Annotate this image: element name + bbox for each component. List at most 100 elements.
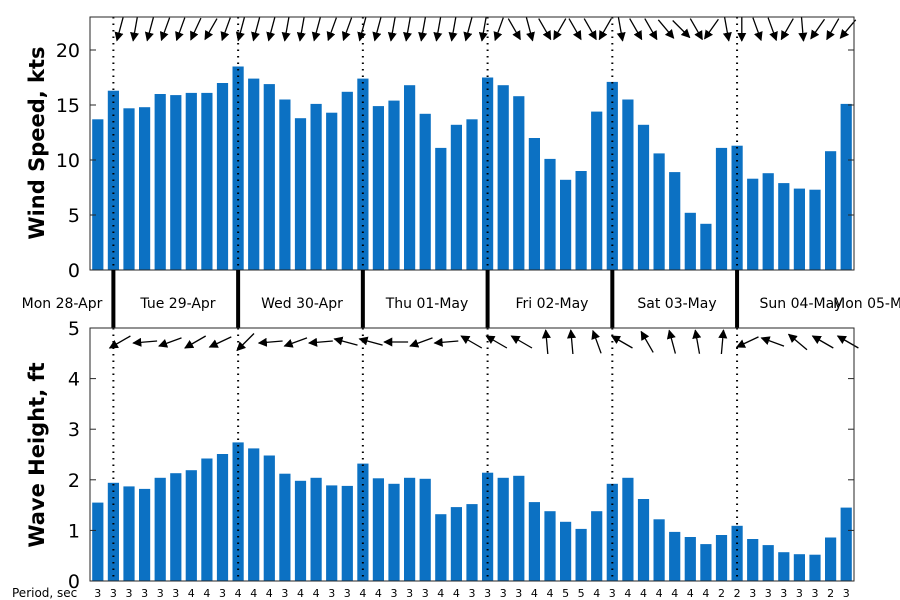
bar xyxy=(466,504,478,581)
period-value: 4 xyxy=(297,587,304,600)
direction-arrow xyxy=(704,18,719,40)
bar xyxy=(326,112,338,270)
wind-bars xyxy=(92,66,852,271)
wind-axes-box xyxy=(89,16,855,271)
direction-arrow xyxy=(538,18,552,41)
bar xyxy=(419,478,431,581)
bar xyxy=(840,507,852,581)
period-value: 5 xyxy=(562,587,569,600)
y-tick-label: 20 xyxy=(56,40,80,62)
bar xyxy=(778,552,790,581)
direction-arrow xyxy=(387,17,397,42)
period-value: 3 xyxy=(141,587,148,600)
y-tick-label: 4 xyxy=(68,369,80,391)
period-value: 3 xyxy=(328,587,335,600)
period-value: 3 xyxy=(515,587,522,600)
wave-direction-arrows xyxy=(108,329,859,355)
direction-arrow xyxy=(333,336,358,346)
bar xyxy=(715,147,728,270)
day-separators xyxy=(111,270,740,328)
bar xyxy=(263,84,275,270)
direction-arrow xyxy=(220,17,231,42)
bar xyxy=(185,92,197,271)
wind-direction-arrows xyxy=(114,16,857,42)
period-value: 3 xyxy=(843,587,850,600)
bar xyxy=(684,212,696,270)
direction-arrow xyxy=(591,329,602,354)
period-value: 2 xyxy=(718,587,725,600)
bar xyxy=(170,95,182,270)
direction-arrow xyxy=(640,330,654,353)
wind-y-ticks: 0 5 10 15 20 xyxy=(56,40,854,282)
bar xyxy=(700,223,712,270)
direction-arrow xyxy=(358,336,383,346)
bar xyxy=(575,171,587,270)
direction-arrow xyxy=(760,336,785,347)
period-value: 4 xyxy=(593,587,600,600)
direction-arrow xyxy=(692,329,702,354)
period-value: 4 xyxy=(250,587,257,600)
direction-arrow xyxy=(722,17,732,42)
period-value: 4 xyxy=(656,587,663,600)
direction-arrow xyxy=(510,335,533,349)
bar xyxy=(669,531,681,581)
period-value: 4 xyxy=(531,587,538,600)
y-tick-label: 2 xyxy=(68,470,80,492)
direction-arrow xyxy=(810,18,826,40)
bar xyxy=(653,519,665,581)
direction-arrow xyxy=(418,17,428,42)
bar xyxy=(575,528,587,581)
direction-arrow xyxy=(114,17,124,42)
direction-arrow xyxy=(403,17,413,42)
period-value: 5 xyxy=(578,587,585,600)
direction-arrow xyxy=(281,17,291,42)
bar xyxy=(513,96,525,270)
period-value: 4 xyxy=(640,587,647,600)
direction-arrow xyxy=(296,17,306,42)
bar xyxy=(622,99,634,270)
direction-arrow xyxy=(485,335,508,349)
bar xyxy=(419,113,431,270)
wave-chart-panel: 0 1 2 3 4 5 xyxy=(68,318,859,593)
wind-y-axis-label: Wind Speed, kts xyxy=(25,46,49,239)
period-value: 3 xyxy=(484,587,491,600)
period-value: 4 xyxy=(702,587,709,600)
direction-arrow xyxy=(689,18,703,41)
bar xyxy=(637,499,650,581)
period-value: 4 xyxy=(453,587,460,600)
period-value: 3 xyxy=(126,587,133,600)
bar xyxy=(435,147,447,270)
wave-y-axis-label: Wave Height, ft xyxy=(25,362,49,547)
direction-arrow xyxy=(235,17,246,42)
y-tick-label: 5 xyxy=(68,318,80,340)
period-value: 3 xyxy=(780,587,787,600)
direction-arrow xyxy=(159,17,171,42)
bar xyxy=(497,85,509,270)
day-label: Tue 29-Apr xyxy=(139,296,215,312)
bar xyxy=(497,477,509,581)
bar xyxy=(232,66,244,270)
bar xyxy=(310,477,322,581)
period-value: 3 xyxy=(219,587,226,600)
period-value: 3 xyxy=(609,587,616,600)
direction-arrow xyxy=(780,18,794,41)
y-tick-label: 15 xyxy=(56,95,80,117)
bar xyxy=(388,100,400,270)
direction-arrow xyxy=(144,17,155,42)
direction-arrow xyxy=(583,18,597,41)
period-value: 3 xyxy=(469,587,476,600)
day-label: Mon 05-May xyxy=(833,296,900,312)
period-value: 3 xyxy=(422,587,429,600)
period-value: 3 xyxy=(281,587,288,600)
direction-arrow xyxy=(657,19,675,39)
direction-arrow xyxy=(132,337,158,347)
bar xyxy=(435,514,447,581)
bar xyxy=(154,477,166,581)
bar xyxy=(279,99,291,270)
bar xyxy=(762,173,774,270)
direction-arrow xyxy=(718,329,728,355)
period-value: 4 xyxy=(203,587,210,600)
bar xyxy=(139,107,151,270)
bar xyxy=(793,188,805,270)
direction-arrow xyxy=(307,337,333,347)
